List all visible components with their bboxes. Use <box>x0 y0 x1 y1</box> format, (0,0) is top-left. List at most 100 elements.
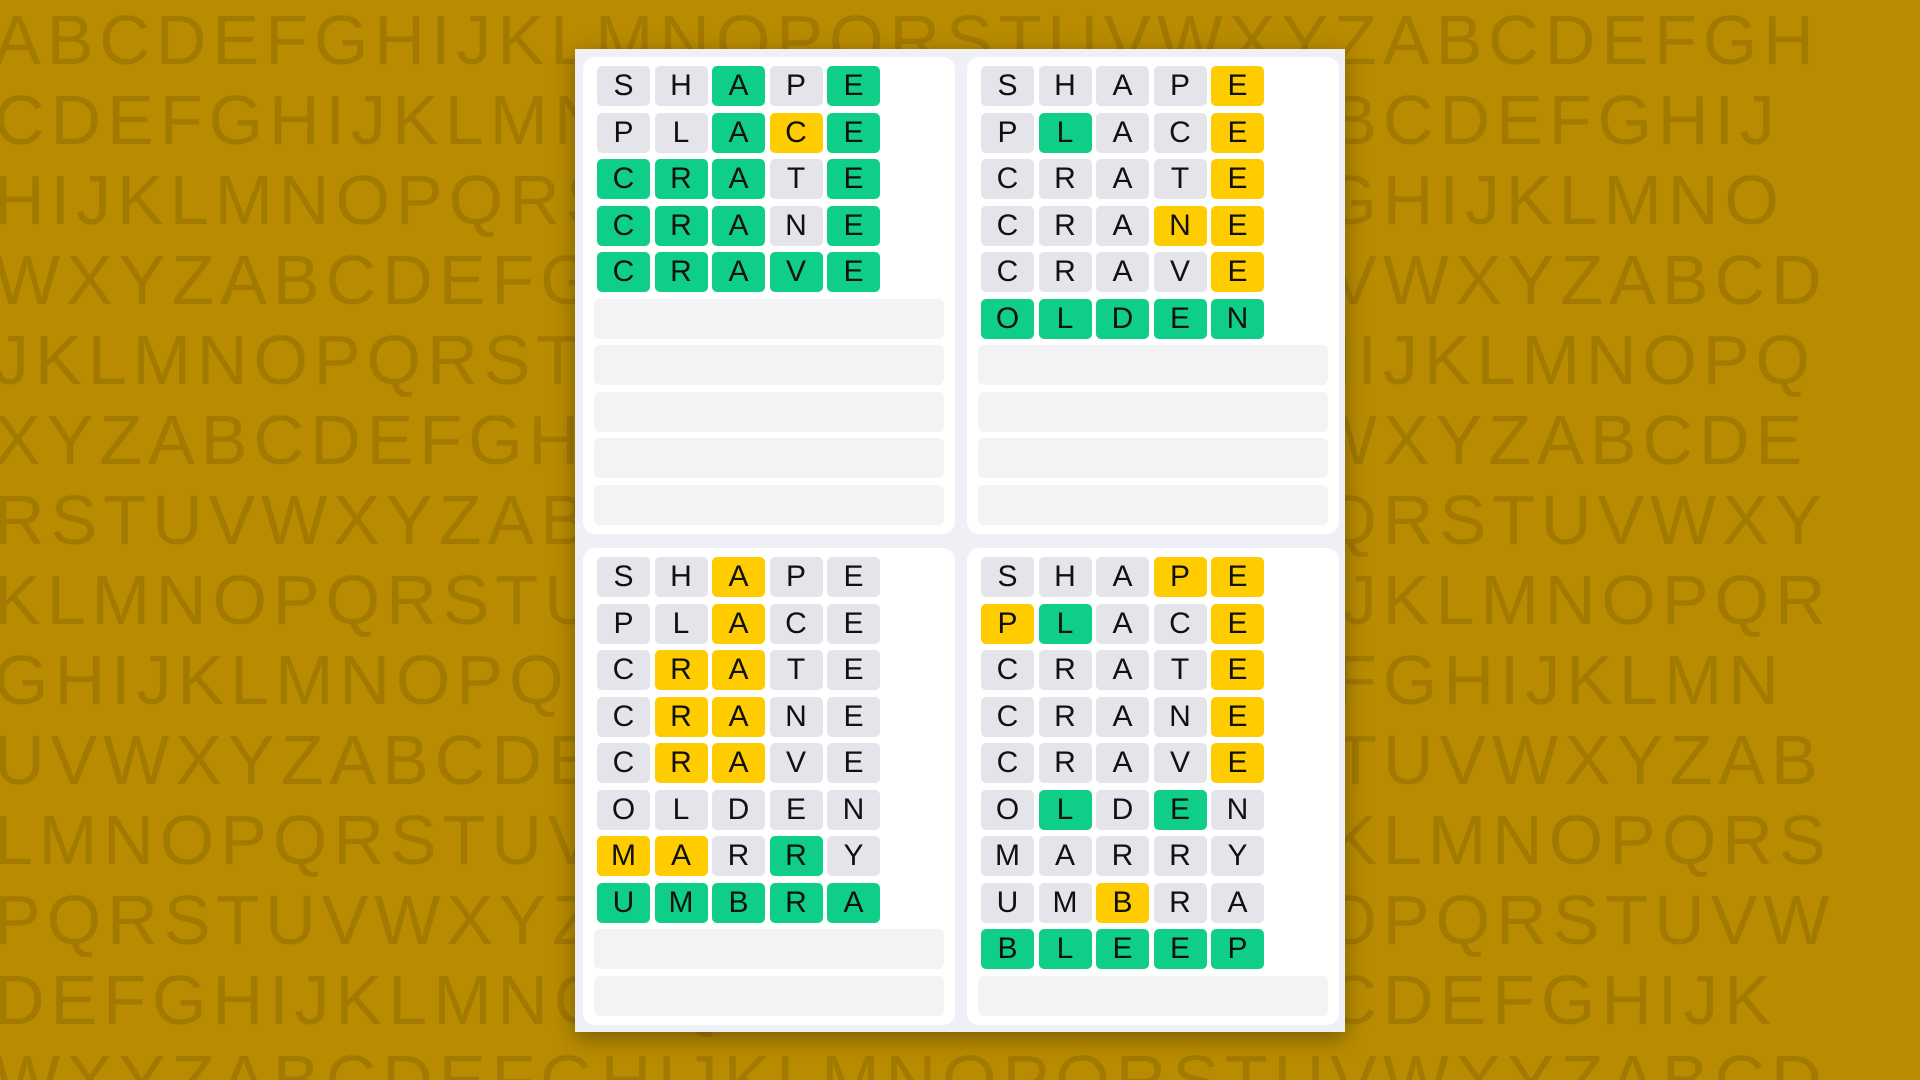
letter-tile-gray: R <box>1038 650 1092 690</box>
letter-tile-gray: T <box>769 650 823 690</box>
letter-tile-gray: A <box>1096 112 1149 153</box>
letter-tile-gray: A <box>1038 836 1092 876</box>
letter-tile-gray: N <box>769 205 823 246</box>
empty-row-placeholder <box>594 929 944 969</box>
empty-row-placeholder <box>594 484 944 525</box>
empty-row-placeholder <box>978 438 1328 478</box>
letter-tile-gray: P <box>769 557 823 597</box>
letter-tile-gray: L <box>654 112 708 153</box>
letter-tile-yellow: E <box>1211 159 1264 199</box>
letter-tile-gray: S <box>981 66 1034 106</box>
letter-tile-green: A <box>827 882 880 923</box>
letter-tile-yellow: E <box>1211 696 1264 737</box>
letter-tile-gray: Y <box>827 836 880 876</box>
letter-tile-gray: R <box>1038 205 1092 246</box>
letter-tile-green: C <box>597 159 650 199</box>
letter-tile-green: E <box>1096 929 1149 969</box>
letter-tile-green: O <box>981 298 1034 339</box>
letter-tile-gray: N <box>1211 789 1264 830</box>
letter-tile-yellow: E <box>1211 205 1264 246</box>
letter-tile-green: L <box>1038 929 1092 969</box>
letter-tile-gray: C <box>981 650 1034 690</box>
letter-tile-green: R <box>769 882 823 923</box>
letter-tile-green: E <box>827 66 880 106</box>
letter-tile-yellow: A <box>712 650 765 690</box>
letter-tile-green: A <box>712 205 765 246</box>
letter-tile-gray: C <box>981 159 1034 199</box>
letter-tile-gray: V <box>769 743 823 783</box>
letter-tile-gray: M <box>1038 882 1092 923</box>
letter-tile-yellow: R <box>654 696 708 737</box>
empty-row <box>594 975 944 1016</box>
letter-tile-gray: R <box>1038 252 1092 292</box>
letter-tile-yellow: E <box>1211 252 1264 292</box>
letter-tile-gray: T <box>1153 159 1207 199</box>
letter-tile-gray: N <box>1153 696 1207 737</box>
letter-tile-green: U <box>597 882 650 923</box>
letter-tile-yellow: N <box>1153 205 1207 246</box>
letter-tile-yellow: E <box>1211 743 1264 783</box>
empty-row <box>978 345 1328 385</box>
letter-tile-gray: L <box>654 789 708 830</box>
letter-tile-gray: A <box>1096 650 1149 690</box>
letter-tile-gray: E <box>769 789 823 830</box>
letter-tile-yellow: R <box>654 743 708 783</box>
letter-tile-gray: R <box>1038 743 1092 783</box>
letter-tile-yellow: E <box>1211 603 1264 644</box>
letter-tile-gray: R <box>1153 836 1207 876</box>
empty-row-placeholder <box>594 298 944 339</box>
letter-tile-gray: A <box>1096 252 1149 292</box>
letter-tile-gray: C <box>981 743 1034 783</box>
letter-tile-gray: C <box>981 205 1034 246</box>
letter-tile-gray: A <box>1211 882 1264 923</box>
letter-tile-gray: D <box>1096 789 1149 830</box>
letter-tile-yellow: E <box>1211 112 1264 153</box>
letter-tile-gray: N <box>769 696 823 737</box>
letter-tile-gray: C <box>597 743 650 783</box>
letter-tile-gray: A <box>1096 743 1149 783</box>
letter-tile-green: C <box>597 205 650 246</box>
empty-row-placeholder <box>594 345 944 385</box>
letter-tile-yellow: M <box>597 836 650 876</box>
letter-tile-gray: U <box>981 882 1034 923</box>
letter-tile-gray: E <box>827 696 880 737</box>
letter-tile-gray: H <box>654 66 708 106</box>
letter-tile-green: R <box>654 205 708 246</box>
letter-tile-gray: A <box>1096 66 1149 106</box>
letter-tile-green: E <box>827 252 880 292</box>
letter-tile-green: L <box>1038 298 1092 339</box>
letter-tile-green: R <box>654 159 708 199</box>
letter-tile-gray: P <box>1153 66 1207 106</box>
letter-tile-green: L <box>1038 603 1092 644</box>
empty-row-placeholder <box>978 975 1328 1016</box>
letter-tile-gray: R <box>1038 696 1092 737</box>
letter-tile-green: R <box>769 836 823 876</box>
letter-tile-green: D <box>1096 298 1149 339</box>
letter-tile-gray: V <box>1153 743 1207 783</box>
letter-tile-gray: H <box>1038 66 1092 106</box>
empty-row-placeholder <box>594 975 944 1016</box>
letter-tile-green: E <box>1153 929 1207 969</box>
letter-tile-yellow: R <box>654 650 708 690</box>
letter-tile-gray: O <box>981 789 1034 830</box>
letter-tile-gray: M <box>981 836 1034 876</box>
letter-tile-green: P <box>1211 929 1264 969</box>
letter-tile-green: E <box>827 159 880 199</box>
